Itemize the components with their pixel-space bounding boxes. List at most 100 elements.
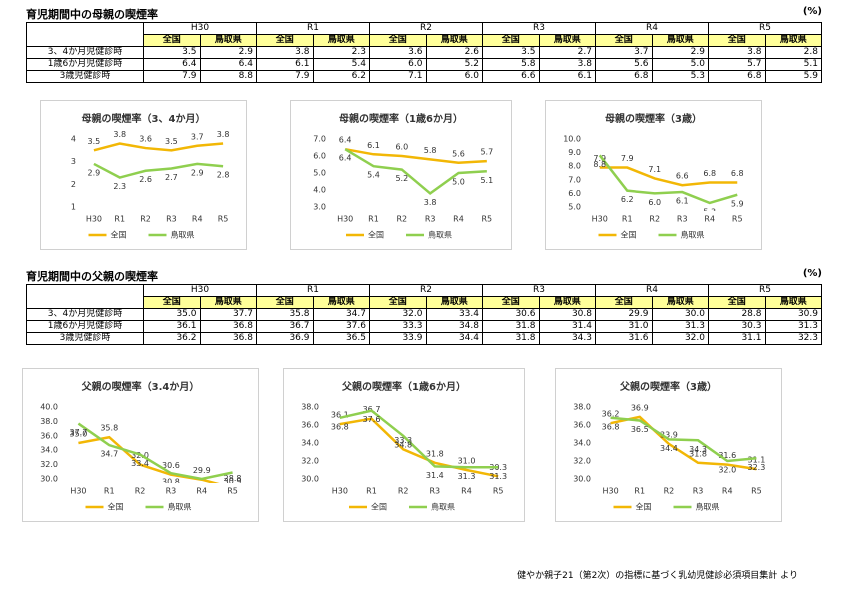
table-cell: 30.3 <box>708 320 766 333</box>
y-tick-label: 8.0 <box>568 162 581 171</box>
data-label: 5.6 <box>452 149 465 158</box>
x-tick-label: R1 <box>366 487 377 496</box>
data-label: 31.3 <box>458 472 476 481</box>
table-cell: 31.8 <box>482 320 540 333</box>
y-tick-label: 1 <box>71 203 76 212</box>
x-tick-label: R5 <box>218 215 229 224</box>
row-label: 1歳6か月児健診時 <box>26 58 144 71</box>
year-header: R5 <box>708 284 822 297</box>
year-header: H30 <box>143 284 257 297</box>
x-tick-label: R5 <box>732 215 743 224</box>
data-label: 36.8 <box>331 422 349 431</box>
table-cell: 3.7 <box>595 46 653 59</box>
row-label: 3、4か月児健診時 <box>26 308 144 321</box>
data-label: 36.2 <box>602 410 620 419</box>
series-line <box>610 416 757 463</box>
legend-label: 鳥取県 <box>431 502 455 512</box>
table-cell: 34.3 <box>538 332 596 345</box>
x-tick-label: R2 <box>664 487 675 496</box>
data-label: 32.0 <box>718 466 736 475</box>
data-label: 35.0 <box>70 430 88 439</box>
data-label: 31.8 <box>689 449 707 458</box>
y-tick-label: 32.0 <box>573 457 591 466</box>
data-label: 34.7 <box>100 450 118 459</box>
series-line <box>344 147 487 165</box>
y-tick-label: 5.0 <box>313 169 326 178</box>
table-row: 3歳児健診時 36.2 36.8 36.9 36.5 33.9 34.4 31.8 34.3 31… <box>26 332 822 345</box>
y-tick-label: 5.0 <box>568 203 581 212</box>
data-label: 29.9 <box>193 466 211 475</box>
data-label: 6.2 <box>621 195 634 204</box>
y-tick-label: 38.0 <box>301 403 319 412</box>
data-label: 36.1 <box>331 411 349 420</box>
data-label: 3.8 <box>113 130 126 139</box>
series-line <box>93 142 224 152</box>
table-cell: 6.4 <box>199 58 257 71</box>
column-header: 全国 <box>143 34 201 47</box>
section-title: 育児期間中の父親の喫煙率 <box>26 270 158 283</box>
table-cell: 36.8 <box>199 320 257 333</box>
table-cell: 34.7 <box>312 308 370 321</box>
data-label: 36.8 <box>602 422 620 431</box>
x-tick-label: R4 <box>196 487 207 496</box>
table-cell: 6.4 <box>143 58 201 71</box>
data-label: 31.3 <box>489 472 507 481</box>
series-line <box>339 417 499 478</box>
data-label: 2.7 <box>165 173 178 182</box>
column-header: 全国 <box>708 296 766 309</box>
data-label: 5.4 <box>367 171 380 180</box>
table-cell: 2.3 <box>312 46 370 59</box>
series-line <box>344 148 487 195</box>
data-label: 33.3 <box>394 436 412 445</box>
table-cell: 3.8 <box>538 58 596 71</box>
year-header: R3 <box>482 22 596 35</box>
data-label: 28.8 <box>224 474 242 483</box>
data-label: 7.9 <box>593 154 606 163</box>
header-row: H30 R1 R2 R3 R4 R5 <box>26 22 822 47</box>
x-tick-label: R3 <box>430 487 441 496</box>
corner-cell <box>26 22 144 47</box>
legend-label: 全国 <box>108 502 124 512</box>
legend-label: 鳥取県 <box>168 502 192 512</box>
x-tick-label: R4 <box>704 215 715 224</box>
table-row: 3歳児健診時 7.9 8.8 7.9 6.2 7.1 6.0 6.6 6.1 6.8 5.3 6.8 5… <box>26 70 822 83</box>
column-header: 全国 <box>595 34 653 47</box>
data-label: 6.1 <box>676 197 689 206</box>
table-cell: 6.6 <box>482 70 540 83</box>
year-header: R5 <box>708 22 822 35</box>
row-label: 3、4か月児健診時 <box>26 46 144 59</box>
header-row: H30 R1 R2 R3 R4 R5 <box>26 284 822 309</box>
series-line <box>598 154 738 205</box>
column-header: 鳥取県 <box>764 34 822 47</box>
data-label: 5.2 <box>395 174 408 183</box>
x-tick-label: R3 <box>693 487 704 496</box>
y-tick-label: 30.0 <box>301 475 319 484</box>
data-label: 2.3 <box>113 182 126 191</box>
y-tick-label: 2 <box>71 180 76 189</box>
data-label: 2.9 <box>191 168 204 177</box>
data-label: 36.5 <box>631 425 649 434</box>
column-header: 全国 <box>708 34 766 47</box>
table-cell: 3.6 <box>369 46 427 59</box>
row-label: 3歳児健診時 <box>26 332 144 345</box>
y-tick-label: 30.0 <box>573 475 591 484</box>
table-cell: 30.6 <box>482 308 540 321</box>
y-tick-label: 36.0 <box>301 421 319 430</box>
table-row: 1歳6か月児健診時 36.1 36.8 36.7 37.6 33.3 34.8 31.8 31.… <box>26 320 822 333</box>
year-header: R1 <box>256 284 370 297</box>
y-tick-label: 38.0 <box>40 417 58 426</box>
data-label: 3.5 <box>165 137 178 146</box>
data-label: 31.4 <box>426 471 444 480</box>
column-header: 鳥取県 <box>312 34 370 47</box>
table-cell: 5.3 <box>651 70 709 83</box>
table-cell: 30.9 <box>764 308 822 321</box>
data-label: 34.4 <box>660 444 678 453</box>
series-line <box>599 166 738 187</box>
data-label: 31.6 <box>718 451 736 460</box>
table-cell: 35.8 <box>256 308 314 321</box>
x-tick-label: R3 <box>677 215 688 224</box>
y-tick-label: 32.0 <box>40 460 58 469</box>
x-tick-label: R2 <box>649 215 660 224</box>
x-tick-label: R3 <box>166 215 177 224</box>
column-header: 鳥取県 <box>199 296 257 309</box>
